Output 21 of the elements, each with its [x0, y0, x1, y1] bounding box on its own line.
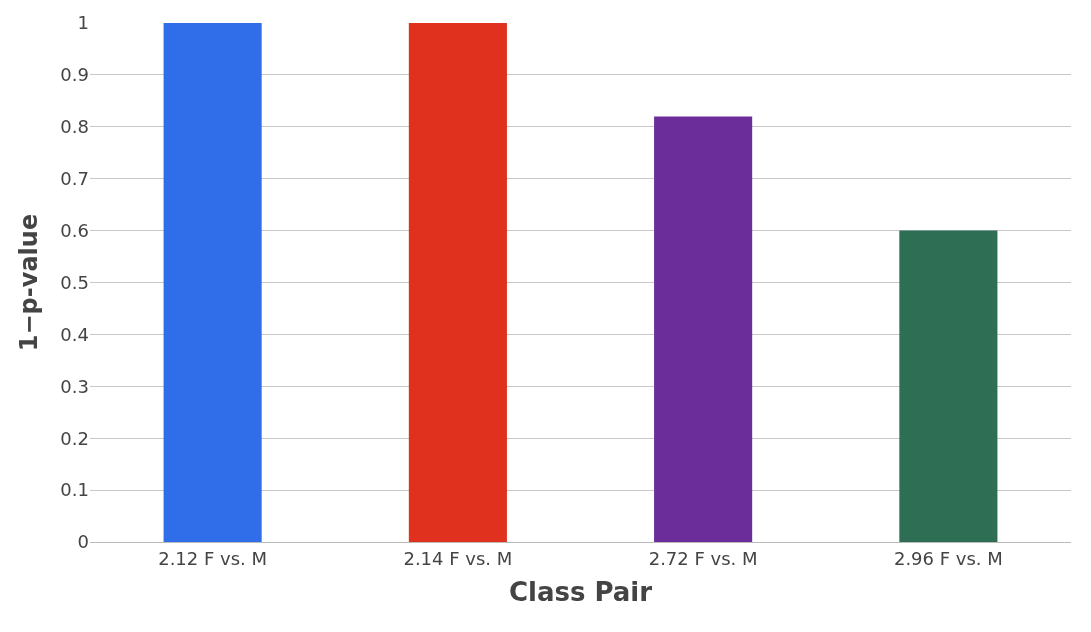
y-tick-label: 0.6 — [60, 219, 89, 241]
y-tick-label: 0.2 — [60, 427, 89, 449]
bar — [899, 230, 998, 542]
y-axis-title: 1−p-value — [15, 213, 44, 352]
bar — [408, 23, 507, 542]
x-tick-label: 2.12 F vs. M — [158, 547, 268, 569]
y-tick-label: 0 — [77, 531, 89, 553]
y-tick-label: 1 — [77, 12, 89, 34]
y-tick-label: 0.4 — [60, 323, 89, 345]
y-tick-label: 0.5 — [60, 271, 89, 293]
y-tick-label: 0.1 — [60, 479, 89, 501]
x-tick-label: 2.14 F vs. M — [403, 547, 513, 569]
y-tick-label: 0.8 — [60, 116, 89, 138]
y-tick-label: 0.9 — [60, 64, 89, 86]
x-axis-title: Class Pair — [508, 577, 653, 608]
x-tick-label: 2.72 F vs. M — [648, 547, 758, 569]
y-tick-label: 0.7 — [60, 168, 89, 189]
bar — [163, 23, 262, 542]
y-tick-label: 0.3 — [60, 375, 89, 397]
bar — [654, 116, 753, 542]
x-tick-label: 2.96 F vs. M — [893, 547, 1003, 569]
